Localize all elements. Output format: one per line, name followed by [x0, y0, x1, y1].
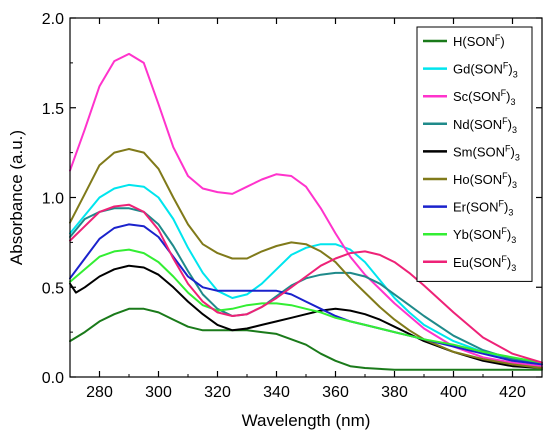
legend-entry: Er(SONF)3	[453, 199, 513, 218]
legend-entry-close: )	[508, 172, 512, 187]
legend-entry-close: )	[507, 255, 511, 270]
legend-entry-base: Sm(SON	[453, 144, 505, 159]
series-layer	[69, 52, 543, 371]
legend-entry: Nd(SONF)3	[453, 116, 517, 135]
y-tick-label: 2.0	[42, 11, 64, 28]
series-line-5	[69, 264, 543, 369]
legend-entry-sub: 3	[512, 125, 517, 135]
legend-entry-base: Gd(SON	[453, 62, 503, 77]
legend-entry-sub: 3	[515, 152, 520, 162]
legend-entry-sub: 3	[513, 70, 518, 80]
x-tick-label: 300	[145, 384, 172, 401]
series-line-8	[69, 248, 543, 364]
x-tick-label: 280	[86, 384, 113, 401]
legend-entry-close: )	[507, 227, 511, 242]
y-tick-label: 0.5	[42, 280, 64, 297]
legend-entry-close: )	[508, 117, 512, 132]
legend-entry-close: )	[504, 200, 508, 215]
legend-entry-sup: F	[505, 143, 511, 153]
legend-entry-base: Eu(SON	[453, 255, 501, 270]
legend-entry-close: )	[511, 144, 515, 159]
legend-entry: Sm(SONF)3	[453, 143, 520, 162]
legend-entry-sub: 3	[511, 97, 516, 107]
legend-entry: H(SONF)	[453, 33, 505, 49]
legend-entry-sup: F	[501, 88, 507, 98]
legend-entry-sub: 3	[511, 235, 516, 245]
legend-entry-close: )	[508, 62, 512, 77]
series-line-6	[69, 148, 543, 369]
legend-entry-sup: F	[502, 116, 508, 126]
legend-entry-sup: F	[501, 254, 507, 264]
legend-entry-sub: 3	[511, 263, 516, 273]
legend-entry-base: Er(SON	[453, 200, 499, 215]
x-tick-label: 380	[381, 384, 408, 401]
legend-entry-base: Ho(SON	[453, 172, 502, 187]
series-line-3	[69, 52, 543, 368]
x-axis-label: Wavelength (nm)	[242, 411, 371, 430]
legend-entry-close: )	[506, 89, 510, 104]
legend-entry-sub: 3	[512, 180, 517, 190]
legend-entry-base: H(SON	[453, 34, 495, 49]
legend-entry: Yb(SONF)3	[453, 226, 516, 245]
x-tick-label: 360	[322, 384, 349, 401]
x-tick-label: 340	[263, 384, 290, 401]
series-line-4	[69, 207, 543, 366]
legend-entry-base: Nd(SON	[453, 117, 502, 132]
legend-entry-sup: F	[502, 171, 508, 181]
legend: H(SONF)Gd(SONF)3Sc(SONF)3Nd(SONF)3Sm(SON…	[416, 26, 533, 282]
y-axis-label: Absorbance (a.u.)	[7, 130, 26, 265]
legend-entry: Gd(SONF)3	[453, 61, 518, 80]
x-tick-label: 400	[440, 384, 467, 401]
legend-entry-sup: F	[503, 61, 509, 71]
series-line-2	[69, 183, 543, 364]
legend-entry-base: Yb(SON	[453, 227, 501, 242]
legend-entry: Eu(SONF)3	[453, 254, 516, 273]
legend-entry-sup: F	[501, 226, 507, 236]
legend-entry-sup: F	[499, 199, 505, 209]
legend-entry-sup: F	[495, 33, 501, 43]
y-tick-label: 1.5	[42, 101, 64, 118]
legend-entry-base: Sc(SON	[453, 89, 501, 104]
x-tick-label: 320	[204, 384, 231, 401]
legend-entry: Ho(SONF)3	[453, 171, 517, 190]
y-tick-label: 1.0	[42, 191, 64, 208]
series-line-9	[69, 203, 543, 364]
legend-entry-sub: 3	[508, 208, 513, 218]
legend-entry-close: )	[500, 34, 504, 49]
y-tick-label: 0.0	[42, 370, 64, 387]
series-line-1	[69, 307, 543, 371]
legend-entry: Sc(SONF)3	[453, 88, 516, 107]
x-tick-label: 420	[499, 384, 526, 401]
axes: 280 300 320 340 360 380 400 420 0.0 0.5 1.0 1.5 2.0	[42, 11, 543, 401]
